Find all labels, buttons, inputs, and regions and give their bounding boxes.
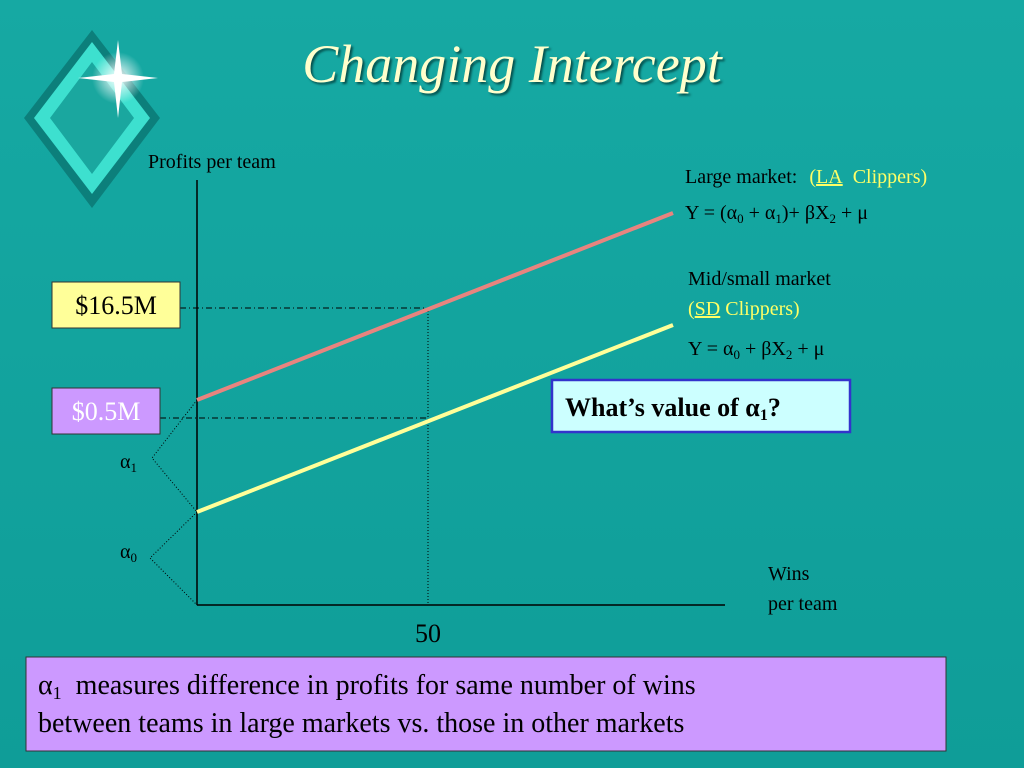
question-box bbox=[550, 378, 852, 434]
series-label: Large market: (LA Clippers) bbox=[685, 166, 927, 188]
large-market-line bbox=[196, 211, 674, 402]
value-box bbox=[51, 387, 161, 435]
value-box-text: $16.5M bbox=[75, 291, 157, 320]
value-box-text: $0.5M bbox=[72, 397, 141, 426]
x-axis-label: Wins bbox=[768, 563, 810, 585]
x-tick-label: 50 bbox=[415, 619, 441, 648]
mid-small-market-line bbox=[196, 323, 674, 514]
series-label: (SD Clippers) bbox=[688, 298, 800, 320]
equation: Y = (α0 + α1)+ βX2 + μ bbox=[685, 202, 868, 226]
brace bbox=[149, 511, 198, 606]
logo bbox=[24, 30, 160, 208]
graph bbox=[149, 180, 725, 606]
title: Changing Intercept bbox=[302, 34, 723, 94]
note-box bbox=[25, 656, 947, 752]
brace bbox=[151, 399, 198, 513]
equation: Y = α0 + βX2 + μ bbox=[688, 338, 824, 362]
series-label: Mid/small market bbox=[688, 268, 831, 290]
question: What’s value of α1? bbox=[565, 393, 781, 424]
note-text: α1 measures difference in profits for sam… bbox=[38, 670, 696, 703]
brace-label: α0 bbox=[120, 541, 137, 565]
value-box bbox=[51, 281, 181, 329]
y-axis-label: Profits per team bbox=[148, 151, 276, 173]
note-text: between teams in large markets vs. those… bbox=[38, 708, 684, 739]
x-axis-label: per team bbox=[768, 593, 838, 615]
brace-label: α1 bbox=[120, 451, 137, 475]
